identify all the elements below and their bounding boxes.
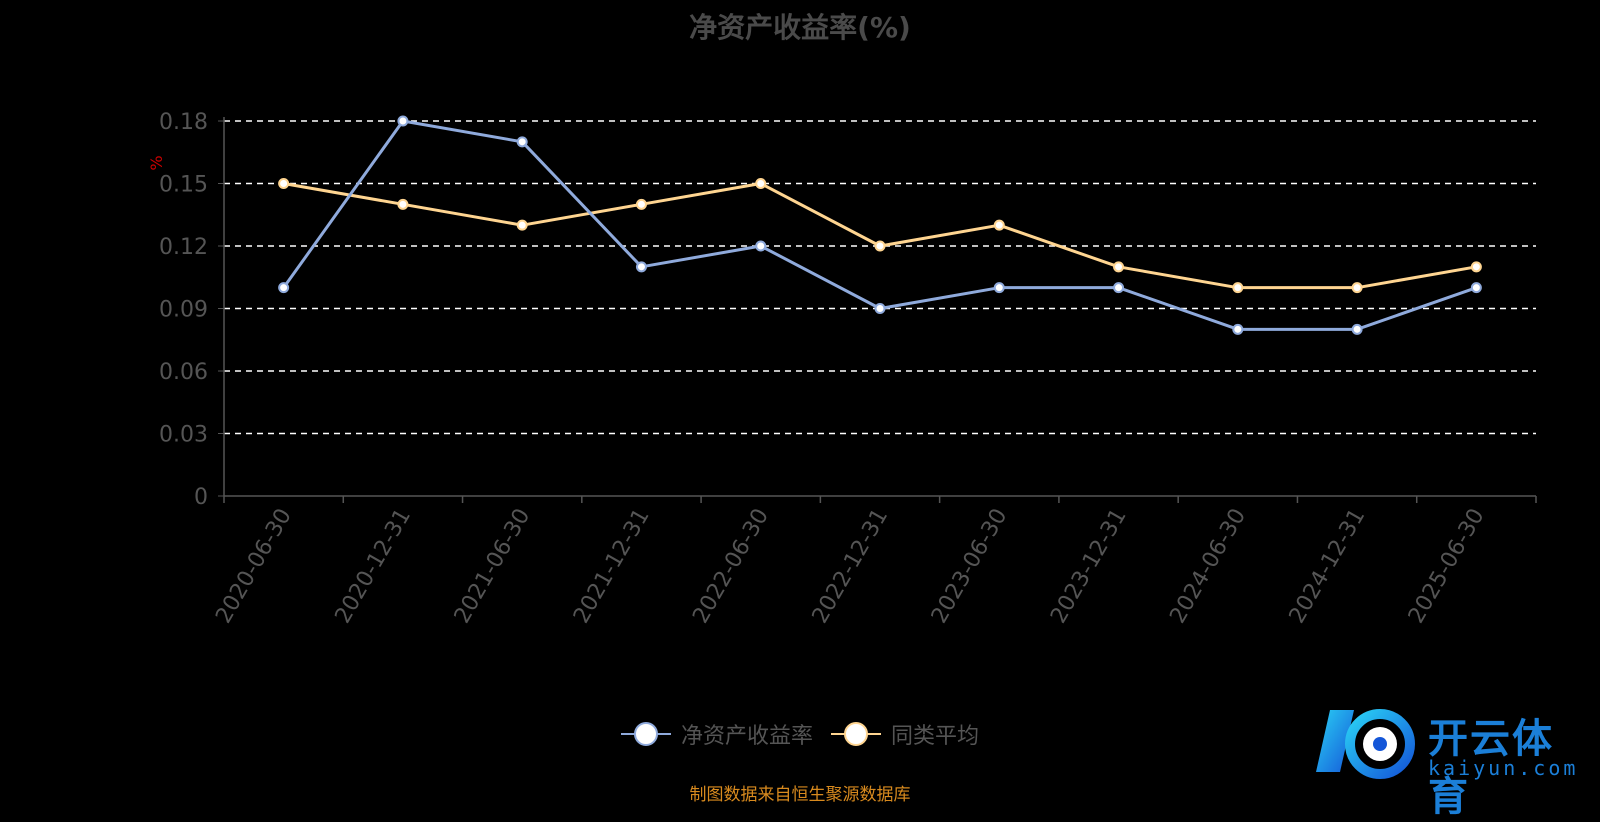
data-point-peer-average xyxy=(1470,261,1482,273)
data-point-peer-average xyxy=(516,219,528,231)
kaiyun-logo-icon xyxy=(1316,709,1415,779)
legend-item-roe[interactable]: 净资产收益率 xyxy=(620,718,813,750)
data-point-roe xyxy=(397,115,409,127)
x-tick-label: 2022-06-30 xyxy=(688,505,774,628)
data-point-peer-average xyxy=(1232,282,1244,294)
legend-item-peer-average[interactable]: 同类平均 xyxy=(831,718,979,750)
series-line-roe xyxy=(282,119,1477,331)
data-point-roe xyxy=(516,136,528,148)
data-point-roe xyxy=(1232,323,1244,335)
data-point-peer-average xyxy=(993,219,1005,231)
y-tick-label: 0.03 xyxy=(159,423,208,448)
y-tick-label: 0.12 xyxy=(159,235,208,260)
data-point-peer-average xyxy=(1351,282,1363,294)
watermark-text: 开云体育 xyxy=(1428,716,1554,820)
x-tick-label: 2021-12-31 xyxy=(569,505,655,628)
x-tick-label: 2023-06-30 xyxy=(927,505,1013,628)
data-point-roe xyxy=(1351,323,1363,335)
data-point-peer-average xyxy=(874,240,886,252)
x-tick-label: 2023-12-31 xyxy=(1046,505,1132,628)
x-tick-label: 2020-06-30 xyxy=(211,505,297,628)
data-point-roe xyxy=(993,282,1005,294)
y-tick-label: 0.15 xyxy=(159,173,208,198)
data-point-roe xyxy=(755,240,767,252)
x-tick-label: 2022-12-31 xyxy=(808,505,894,628)
data-point-peer-average xyxy=(635,198,647,210)
y-tick-label: 0 xyxy=(194,485,208,510)
y-tick-label: 0.09 xyxy=(159,298,208,323)
x-tick-label: 2021-06-30 xyxy=(450,505,536,628)
data-point-peer-average xyxy=(755,178,767,189)
x-tick-label: 2024-12-31 xyxy=(1285,505,1371,628)
data-point-roe xyxy=(635,261,647,273)
x-tick-label: 2024-06-30 xyxy=(1165,505,1251,628)
x-tick-label: 2025-06-30 xyxy=(1404,505,1490,628)
data-point-peer-average xyxy=(1113,261,1125,273)
data-point-peer-average xyxy=(278,178,290,189)
y-tick-label: 0.06 xyxy=(159,360,208,385)
legend-label-peer-average: 同类平均 xyxy=(891,724,980,749)
data-point-peer-average xyxy=(397,198,409,210)
legend-swatch-peer-average xyxy=(831,721,881,747)
chart-title: 净资产收益率(%) xyxy=(689,11,911,44)
legend-label-roe: 净资产收益率 xyxy=(680,724,813,749)
legend: 净资产收益率 同类平均 xyxy=(0,718,1600,750)
series-line-peer-average xyxy=(283,182,1477,290)
data-point-roe xyxy=(1113,282,1125,294)
legend-swatch-roe xyxy=(620,721,671,747)
data-point-roe xyxy=(278,282,290,294)
data-point-roe xyxy=(1470,282,1482,294)
watermark-subtext: kaiyun.com xyxy=(1428,756,1579,780)
y-axis-unit-label: % xyxy=(147,155,166,170)
x-tick-label: 2020-12-31 xyxy=(331,504,417,627)
line-chart: 0 0.03 0.06 0.09 0.12 0.15 0.18% 2020-06-30 2020… xyxy=(147,110,1537,628)
watermark-logo: 开云体育 kaiyun.com xyxy=(1310,698,1590,820)
data-point-roe xyxy=(874,303,886,314)
y-tick-label: 0.18 xyxy=(159,110,208,135)
